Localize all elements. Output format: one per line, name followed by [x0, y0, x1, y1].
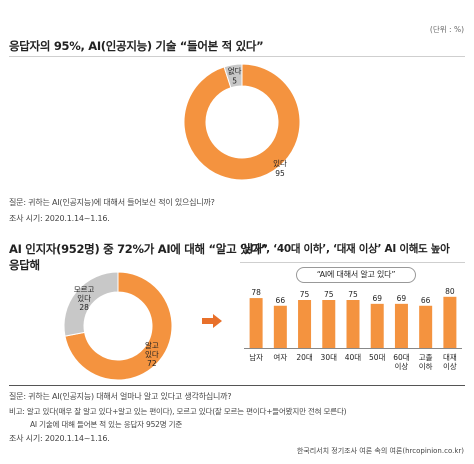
bar-value-label: 66 [276, 296, 286, 305]
x-tick-label: 60대 [393, 353, 410, 362]
pie-slice [64, 271, 173, 381]
x-tick-label: 남자 [249, 353, 263, 362]
bar [419, 305, 433, 348]
bar [322, 300, 336, 348]
x-tick-label: 이상 [395, 361, 409, 371]
divider [240, 262, 465, 263]
bar-chart-knowledge-by-group: 78남자66여자7520대7530대7540대6950대6960대이상66고졸이… [244, 287, 462, 371]
bar-value-label: 75 [300, 290, 310, 299]
x-tick-label: 20대 [296, 353, 313, 362]
chart1-question: 질문: 귀하는 AI(인공지능)에 대해서 들어보신 적이 있으십니까? [9, 198, 215, 207]
slice-label: 없다 [228, 67, 242, 76]
slice-label: 알고 [145, 341, 159, 350]
chart2-title-line2: 응답해 [9, 258, 40, 272]
x-tick-label: 40대 [345, 353, 362, 362]
x-tick-label: 50대 [369, 353, 386, 362]
bar-value-label: 69 [372, 294, 382, 303]
footer-period: 조사 시기: 2020.1.14~1.16. [9, 434, 110, 443]
footer-note-line2: AI 기술에 대해 들어본 적 있는 응답자 952명 기준 [30, 420, 183, 429]
footer-divider [9, 385, 465, 386]
slice-label: 있다 [145, 350, 159, 359]
slice-value: 95 [275, 169, 285, 178]
divider [9, 56, 465, 57]
bar [370, 303, 384, 348]
x-tick-label: 이상 [443, 361, 457, 371]
bar [394, 303, 408, 348]
bar [273, 305, 287, 348]
bar-value-label: 78 [251, 288, 261, 297]
chart3-title: ‘남자’, ‘40대 이하’, ‘대재 이상’ AI 이해도 높아 [240, 243, 450, 255]
bar-value-label: 69 [397, 294, 407, 303]
chart1-period: 조사 시기: 2020.1.14~1.16. [9, 214, 110, 223]
bar [346, 300, 360, 348]
bar-value-label: 75 [324, 290, 334, 299]
x-tick-label: 30대 [321, 353, 338, 362]
pie-slice [183, 63, 301, 181]
bar [298, 300, 312, 348]
slice-value: 5 [232, 77, 237, 86]
unit-label: (단위 : %) [429, 25, 464, 34]
bar [443, 296, 457, 348]
slice-label: 있다 [77, 294, 91, 303]
pie-slice [63, 271, 119, 337]
chart3-subtitle-pill: “AI에 대해서 알고 있다” [296, 267, 416, 283]
bar-value-label: 66 [421, 296, 431, 305]
footer-note-line1: 비고: 알고 있다(매우 잘 알고 있다+알고 있는 편이다), 모르고 있다(… [9, 407, 347, 416]
footer-question: 질문: 귀하는 AI(인공지능) 대해서 얼마나 알고 있다고 생각하십니까? [9, 392, 232, 401]
bar-value-label: 80 [445, 287, 455, 296]
arrow-right-icon [202, 314, 222, 328]
chart1-title: 응답자의 95%, AI(인공지능) 기술 “들어본 적 있다” [9, 39, 264, 53]
chart2-title-line1: AI 인지자(952명) 중 72%가 AI에 대해 “알고 있다” [9, 242, 268, 256]
slice-label: 모르고 [74, 285, 95, 294]
slice-label: 있다 [273, 159, 287, 168]
bar [249, 298, 263, 348]
slice-value: 72 [147, 359, 157, 368]
x-tick-label: 여자 [273, 352, 287, 362]
x-tick-label: 고졸 [419, 353, 433, 362]
pie-slice [223, 63, 243, 89]
x-tick-label: 대재 [443, 353, 457, 362]
bar-value-label: 75 [348, 290, 358, 299]
slice-value: 28 [79, 303, 89, 312]
source-label: 한국리서치 정기조사 여론 속의 여론(hrcopinion.co.kr) [296, 447, 464, 455]
x-tick-label: 이하 [419, 361, 433, 371]
